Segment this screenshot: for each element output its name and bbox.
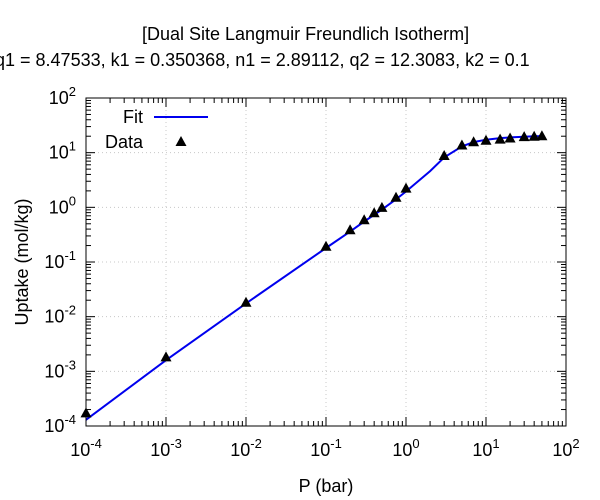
y-tick-label: 10-3 [44,357,76,381]
legend-label-data: Data [105,132,144,152]
legend-marker-data [175,136,187,146]
data-point [438,149,450,160]
y-tick-label: 10-1 [44,248,76,272]
data-point [480,134,492,145]
x-tick-label: 10-4 [70,436,102,460]
x-tick-label: 101 [472,436,499,460]
data-point [536,130,548,141]
data-point [390,191,402,202]
data-point [358,214,370,225]
data-point [344,224,356,235]
chart-subtitle: q1 = 8.47533, k1 = 0.350368, n1 = 2.8911… [0,50,530,70]
data-point [376,201,388,212]
y-tick-label: 100 [49,193,76,217]
data-point [400,182,412,193]
x-tick-label: 10-2 [230,436,262,460]
y-tick-label: 102 [49,84,76,108]
data-point [504,132,516,143]
data-point [160,351,172,362]
y-axis-label: Uptake (mol/kg) [12,198,32,325]
data-point [468,136,480,147]
data-point [240,296,252,307]
data-point [368,207,380,218]
y-tick-label: 10-2 [44,303,76,327]
grid [86,98,566,426]
data-point [456,139,468,150]
x-tick-label: 10-3 [150,436,182,460]
x-tick-label: 100 [392,436,419,460]
data-point [494,133,506,144]
axis-ticks [85,97,567,427]
data-point [518,131,530,142]
legend: Fit Data [105,107,208,152]
legend-triangle-marker [175,136,187,146]
tick-labels: 10-4 10-3 10-2 10-1 100 101 102 10-4 10-3 10-2 10-… [44,84,579,460]
fit-series [85,135,542,421]
data-point [528,130,540,141]
chart-title: [Dual Site Langmuir Freundlich Isotherm] [142,24,470,44]
y-tick-label: 10-4 [44,412,76,436]
legend-label-fit: Fit [123,107,143,127]
fit-line [85,135,542,421]
data-point [320,240,332,251]
x-tick-label: 10-1 [310,436,342,460]
x-axis-label: P (bar) [299,476,354,496]
y-tick-label: 101 [49,139,76,163]
data-series [80,130,548,418]
x-tick-label: 102 [552,436,579,460]
